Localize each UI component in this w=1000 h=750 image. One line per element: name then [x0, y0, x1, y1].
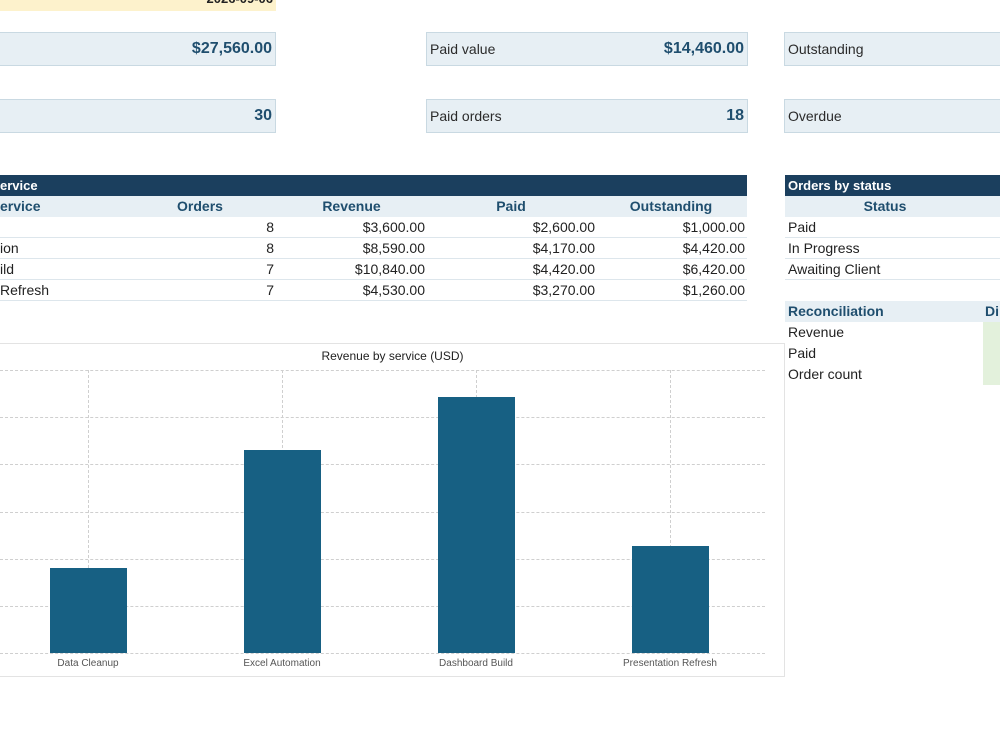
table-row: 8 $3,600.00 $2,600.00 $1,000.00	[0, 217, 747, 238]
gridline-horizontal	[0, 370, 765, 371]
col-outstanding-header: Outstanding	[629, 198, 713, 214]
status-name-cell[interactable]: In Progress	[788, 240, 860, 256]
gridline-horizontal	[0, 653, 765, 654]
service-table-header: ervice Orders Revenue Paid Outstanding	[0, 196, 747, 217]
paid-cell[interactable]: $2,600.00	[532, 219, 595, 235]
paid-cell[interactable]: $3,270.00	[532, 282, 595, 298]
col-status-header: Status	[863, 198, 907, 214]
gridline-horizontal	[0, 605, 765, 607]
kpi-paid-orders: 18	[726, 107, 744, 124]
report-date: 2026-09-06	[207, 0, 277, 6]
kpi-overdue-label: Overdue	[788, 108, 842, 124]
outstanding-cell[interactable]: $1,260.00	[682, 282, 745, 298]
orders-cell[interactable]: 7	[266, 282, 274, 298]
reconciliation-label-cell[interactable]: Paid	[788, 345, 817, 361]
reconciliation-row: Revenue	[785, 322, 1000, 343]
kpi-total-value-cell[interactable]: $27,560.00	[0, 32, 276, 66]
service-name-cell[interactable]: ion	[0, 240, 19, 256]
revenue-cell[interactable]: $3,600.00	[362, 219, 425, 235]
outstanding-cell[interactable]: $1,000.00	[682, 219, 745, 235]
reconciliation-table: Reconciliation Di Revenue Paid Order count	[785, 301, 1000, 385]
status-row: Awaiting Client	[785, 259, 1000, 280]
x-tick-label: Dashboard Build	[439, 658, 513, 669]
kpi-paid-orders-label: Paid orders	[430, 108, 502, 124]
service-table: ervice ervice Orders Revenue Paid Outsta…	[0, 175, 747, 301]
revenue-cell[interactable]: $4,530.00	[362, 282, 425, 298]
bar-excel-automation[interactable]	[243, 450, 321, 653]
kpi-paid-value: $14,460.00	[663, 40, 744, 57]
gridline-horizontal	[0, 464, 765, 466]
outstanding-cell[interactable]: $6,420.00	[682, 261, 745, 277]
col-paid-header: Paid	[496, 198, 526, 214]
reconciliation-title: Reconciliation	[788, 303, 884, 319]
kpi-paid-label: Paid value	[430, 41, 496, 57]
paid-cell[interactable]: $4,170.00	[532, 240, 595, 256]
col-orders-header: Orders	[177, 198, 223, 214]
reconciliation-label-cell[interactable]: Order count	[788, 366, 862, 382]
difference-cell[interactable]	[983, 322, 1000, 343]
chart-title: Revenue by service (USD)	[321, 349, 464, 363]
kpi-paid-value-cell[interactable]: Paid value $14,460.00	[426, 32, 748, 66]
status-row: In Progress	[785, 238, 1000, 259]
x-tick-label: Excel Automation	[243, 658, 321, 669]
reconciliation-row: Order count	[785, 364, 1000, 385]
difference-cell[interactable]	[983, 343, 1000, 364]
revenue-chart[interactable]: Revenue by service (USD) Data Cleanup Exc…	[0, 343, 785, 677]
table-row: ild 7 $10,840.00 $4,420.00 $6,420.00	[0, 259, 747, 280]
service-name-cell[interactable]: ild	[0, 261, 15, 277]
kpi-total-value: $27,560.00	[191, 40, 272, 57]
kpi-outstanding-cell[interactable]: Outstanding	[784, 32, 1000, 66]
revenue-cell[interactable]: $8,590.00	[362, 240, 425, 256]
paid-cell[interactable]: $4,420.00	[532, 261, 595, 277]
x-tick-label: Presentation Refresh	[623, 658, 717, 669]
gridline-horizontal	[0, 558, 765, 560]
bar-data-cleanup[interactable]	[49, 568, 127, 653]
kpi-outstanding-label: Outstanding	[788, 41, 864, 57]
col-revenue-header: Revenue	[322, 198, 381, 214]
report-date-cell[interactable]: 2026-09-06	[0, 0, 276, 11]
service-table-title: ervice	[0, 175, 747, 196]
kpi-total-orders: 30	[254, 107, 272, 124]
gridline-horizontal	[0, 511, 765, 513]
reconciliation-header: Reconciliation Di	[785, 301, 1000, 322]
outstanding-cell[interactable]: $4,420.00	[682, 240, 745, 256]
col-service-header: ervice	[0, 198, 41, 214]
kpi-paid-orders-cell[interactable]: Paid orders 18	[426, 99, 748, 133]
status-table-header: Status	[785, 196, 1000, 217]
status-table-title: Orders by status	[785, 175, 1000, 196]
gridline-vertical	[88, 370, 89, 653]
bar-dashboard-build[interactable]	[437, 397, 515, 653]
gridline-horizontal	[0, 417, 765, 419]
status-name-cell[interactable]: Awaiting Client	[788, 261, 881, 277]
table-row: ion 8 $8,590.00 $4,170.00 $4,420.00	[0, 238, 747, 259]
reconciliation-row: Paid	[785, 343, 1000, 364]
gridline-vertical	[670, 370, 671, 653]
x-tick-label: Data Cleanup	[57, 658, 119, 669]
orders-cell[interactable]: 8	[266, 240, 274, 256]
col-diff-header: Di	[985, 303, 999, 319]
bar-presentation-refresh[interactable]	[631, 546, 709, 653]
service-name-cell[interactable]: Refresh	[0, 282, 50, 298]
status-name-cell[interactable]: Paid	[788, 219, 817, 235]
difference-cell[interactable]	[983, 364, 1000, 385]
revenue-cell[interactable]: $10,840.00	[354, 261, 425, 277]
orders-cell[interactable]: 8	[266, 219, 274, 235]
status-row: Paid	[785, 217, 1000, 238]
kpi-overdue-cell[interactable]: Overdue	[784, 99, 1000, 133]
table-row: Refresh 7 $4,530.00 $3,270.00 $1,260.00	[0, 280, 747, 301]
status-table: Orders by status Status Paid In Progress A…	[785, 175, 1000, 280]
reconciliation-label-cell[interactable]: Revenue	[788, 324, 845, 340]
kpi-total-orders-cell[interactable]: 30	[0, 99, 276, 133]
orders-cell[interactable]: 7	[266, 261, 274, 277]
